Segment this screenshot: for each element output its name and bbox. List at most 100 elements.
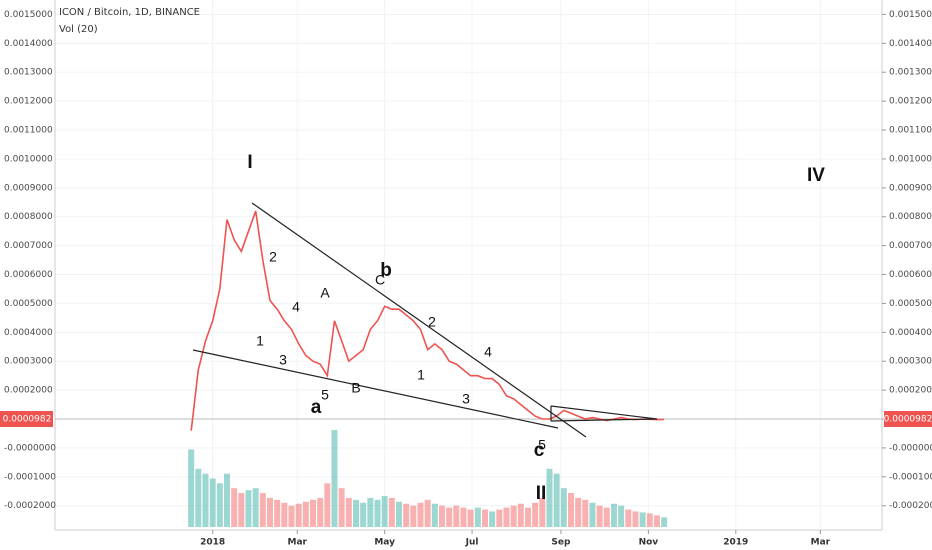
volume-bar: [460, 507, 467, 527]
volume-bar: [195, 468, 202, 527]
volume-bar: [632, 511, 639, 527]
volume-bar: [431, 503, 438, 527]
volume-bar: [281, 502, 288, 527]
wave-label: 5: [538, 437, 546, 453]
price-pane: [190, 210, 665, 431]
wave-label: 2: [428, 314, 436, 330]
y-tick-label: 0.0002000: [4, 386, 53, 396]
x-tick-label: Nov: [639, 538, 659, 548]
volume-bar: [503, 507, 510, 527]
volume-bar: [295, 503, 302, 527]
volume-bar: [560, 488, 567, 527]
wave-label: 4: [292, 299, 300, 315]
volume-bar: [216, 483, 223, 527]
x-tick-label: 2018: [200, 538, 225, 548]
y-tick-label: 0.0013000: [889, 68, 932, 78]
volume-bar: [424, 499, 431, 527]
y-tick-label: 0.0011000: [889, 126, 932, 136]
trend-line: [251, 202, 587, 438]
volume-bar: [367, 497, 374, 527]
x-tick-label: Mar: [287, 538, 307, 548]
y-tick-label: 0.0007000: [889, 241, 932, 251]
y-tick-label: 0.0006000: [4, 270, 53, 280]
grid: [55, 0, 882, 530]
volume-bar: [245, 490, 252, 527]
annotations: I 2 4 A C b 2 4 1 3 5 a B 1 3 c 5 II IV: [247, 152, 825, 504]
y-tick-label: 0.0010000: [4, 154, 53, 164]
volume-bar: [252, 488, 259, 527]
volume-bar: [438, 505, 445, 527]
wave-label: 3: [462, 391, 470, 407]
volume-bar: [309, 499, 316, 527]
y-tick-label: 0.0008000: [889, 212, 932, 222]
volume-bar: [524, 507, 531, 527]
x-tick-label: Mar: [811, 538, 831, 548]
y-tick-label: -0.0001000: [889, 472, 932, 482]
volume-bar: [467, 509, 474, 527]
price-line: [190, 210, 665, 431]
triangle-line: [550, 405, 658, 420]
volume-bar: [202, 473, 209, 527]
chart-title: ICON / Bitcoin, 1D, BINANCE: [59, 7, 200, 18]
volume-bar: [403, 503, 410, 527]
x-tick-label: Jul: [465, 538, 479, 548]
volume-bar: [618, 505, 625, 527]
trend-lines: [192, 202, 658, 438]
volume-bar: [489, 511, 496, 527]
volume-bar: [345, 497, 352, 527]
y-tick-label: 0.0012000: [889, 97, 932, 107]
wave-label: B: [351, 380, 360, 396]
last-price-box: [0, 411, 53, 427]
y-tick-label: 0.0013000: [4, 68, 53, 78]
volume-bar: [352, 499, 359, 527]
y-tick-label: 0.0004000: [889, 328, 932, 338]
wave-label: II: [536, 483, 547, 504]
y-tick-label: 0.0014000: [889, 39, 932, 49]
volume-bar: [539, 497, 546, 527]
volume-bar: [231, 488, 238, 527]
volume-bar: [575, 497, 582, 527]
volume-bar: [546, 468, 553, 527]
trend-line: [192, 349, 559, 429]
volume-bar: [510, 505, 517, 527]
volume-bar: [338, 488, 345, 527]
volume-bar: [625, 509, 632, 527]
volume-bar: [610, 503, 617, 527]
volume-bar: [653, 515, 660, 527]
y-tick-label: -0.0000000: [889, 443, 932, 453]
y-tick-label: -0.0002000: [889, 501, 932, 511]
y-tick-label: 0.0015000: [4, 10, 53, 20]
volume-bar: [582, 499, 589, 527]
volume-bar: [596, 505, 603, 527]
axes: -0.0002000 -0.0002000 -0.0001000 -0.0001000…: [4, 10, 932, 548]
wave-label: b: [380, 260, 392, 281]
triangle-line: [550, 418, 658, 422]
wave-label: I: [247, 152, 252, 173]
y-tick-label: 0.0002000: [889, 386, 932, 396]
wave-label: A: [320, 285, 330, 301]
volume-pane: [188, 430, 668, 527]
volume-bar: [646, 513, 653, 527]
y-tick-label: 0.0005000: [889, 299, 932, 309]
volume-bar: [388, 497, 395, 527]
volume-bar: [360, 502, 367, 527]
wave-label: IV: [807, 165, 825, 186]
volume-bar: [481, 509, 488, 527]
y-tick-label: 0.0005000: [4, 299, 53, 309]
volume-bar: [274, 499, 281, 527]
volume-bar: [517, 503, 524, 527]
y-tick-label: 0.0008000: [4, 212, 53, 222]
volume-bar: [317, 497, 324, 527]
volume-bar: [410, 505, 417, 527]
volume-bar: [324, 483, 331, 527]
y-tick-label: -0.0002000: [4, 501, 56, 511]
volume-bar: [603, 507, 610, 527]
volume-bar: [532, 502, 539, 527]
wave-label: 4: [484, 344, 492, 360]
y-tick-label: 0.0009000: [889, 183, 932, 193]
wave-label: 3: [279, 352, 287, 368]
volume-bar: [639, 512, 646, 527]
y-tick-label: 0.0006000: [889, 270, 932, 280]
wave-label: c: [534, 440, 545, 461]
volume-bar: [238, 493, 245, 527]
